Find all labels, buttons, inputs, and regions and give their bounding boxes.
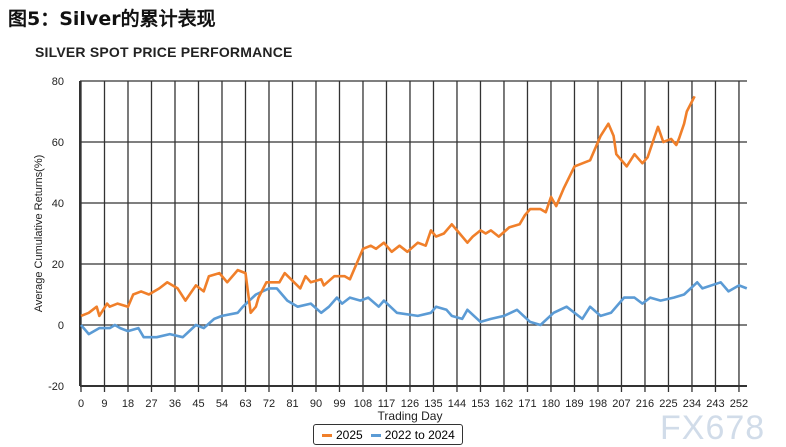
x-tick-label: 198	[589, 398, 607, 410]
y-tick-label: 80	[52, 76, 64, 88]
x-tick-label: 0	[78, 398, 84, 410]
x-tick-label: 189	[565, 398, 583, 410]
x-tick-label: 90	[310, 398, 322, 410]
x-tick-label: 216	[636, 398, 654, 410]
x-tick-label: 225	[659, 398, 677, 410]
legend: 2025 2022 to 2024	[313, 424, 463, 445]
legend-label: 2025	[336, 427, 363, 442]
x-tick-label: 45	[192, 398, 204, 410]
x-tick-label: 54	[216, 398, 228, 410]
x-tick-label: 9	[101, 398, 107, 410]
x-tick-label: 243	[706, 398, 724, 410]
x-tick-label: 180	[542, 398, 560, 410]
x-tick-label: 81	[286, 398, 298, 410]
x-tick-label: 207	[612, 398, 630, 410]
x-tick-label: 135	[424, 398, 442, 410]
x-tick-label: 144	[448, 398, 466, 410]
x-tick-label: 234	[683, 398, 701, 410]
x-tick-label: 36	[169, 398, 181, 410]
legend-swatch-2022-2024	[370, 433, 381, 437]
series-line-2022-to-2024	[80, 280, 748, 339]
y-tick-label: 60	[52, 137, 64, 149]
x-tick-label: 171	[518, 398, 536, 410]
series-line-2025	[80, 95, 696, 318]
x-tick-label: 99	[333, 398, 345, 410]
legend-item-2025: 2025	[322, 428, 363, 442]
legend-label: 2022 to 2024	[384, 427, 455, 442]
x-tick-label: 126	[401, 398, 419, 410]
watermark: FX678	[660, 409, 766, 447]
y-tick-label: 0	[58, 320, 64, 332]
figure-heading: 图5：Silver的累计表现	[8, 8, 216, 30]
x-tick-label: 63	[239, 398, 251, 410]
y-axis-label: Average Cumulative Returns(%)	[33, 155, 45, 313]
x-axis-label: Trading Day	[378, 409, 443, 423]
x-tick-label: 162	[495, 398, 513, 410]
x-tick-label: 117	[378, 398, 396, 410]
legend-item-2022-2024: 2022 to 2024	[370, 427, 455, 442]
legend-swatch-2025	[322, 433, 332, 437]
x-tick-label: 252	[730, 398, 748, 410]
x-tick-label: 153	[471, 398, 489, 410]
y-tick-label: 40	[52, 198, 64, 210]
x-tick-label: 18	[122, 398, 134, 410]
y-tick-label: -20	[48, 381, 64, 393]
y-tick-label: 20	[52, 259, 64, 271]
x-tick-label: 72	[263, 398, 275, 410]
x-tick-label: 108	[354, 398, 372, 410]
chart-title: SILVER SPOT PRICE PERFORMANCE	[35, 44, 293, 60]
x-tick-label: 27	[145, 398, 157, 410]
